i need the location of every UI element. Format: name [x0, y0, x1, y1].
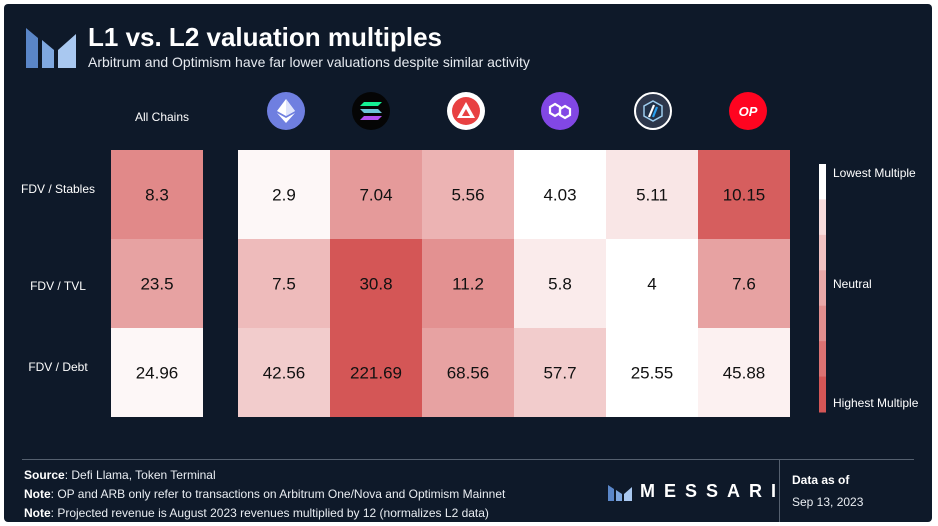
chain-1-r1-cell — [330, 239, 422, 328]
chain-2-r1-value: 11.2 — [452, 275, 484, 294]
all-chains-r0-cell — [111, 150, 203, 239]
legend-label-bottom: Highest Multiple — [833, 396, 919, 410]
chain-5-r0-value: 10.15 — [723, 186, 766, 205]
optimism-icon: OP — [729, 92, 767, 130]
source-text: : Defi Llama, Token Terminal — [64, 468, 216, 482]
messari-brand-icon — [608, 484, 632, 501]
chain-1-r2-cell — [330, 328, 422, 417]
chain-0-r0-value: 2.9 — [272, 186, 296, 205]
chain-3-r0-value: 4.03 — [543, 186, 576, 205]
chain-0-r1-value: 7.5 — [272, 275, 296, 294]
source-label: Source — [24, 468, 65, 482]
all-chains-r2-value: 24.96 — [136, 364, 179, 383]
legend-label-top: Lowest Multiple — [833, 166, 916, 180]
heatmap: 8.3 2.9 7.04 5.56 4.03 5.11 10.15 23.5 7.5 30.8 11… — [111, 150, 826, 417]
chain-5-r2-cell — [698, 328, 790, 417]
chain-4-r0-cell — [606, 150, 698, 239]
chain-0-r1-cell — [238, 239, 330, 328]
chain-3-r2-value: 57.7 — [543, 364, 576, 383]
polygon-icon — [541, 92, 579, 130]
legend-label-middle: Neutral — [833, 277, 872, 291]
chain-1-r2-value: 221.69 — [350, 364, 402, 383]
all-chains-header: All Chains — [134, 110, 190, 124]
source-note: Source: Defi Llama, Token Terminal — [24, 468, 216, 482]
chain-4-r2-cell — [606, 328, 698, 417]
arbitrum-icon — [634, 92, 672, 130]
chain-4-r1-cell — [606, 239, 698, 328]
note-one-text: : OP and ARB only refer to transactions … — [50, 487, 506, 501]
solana-icon — [352, 92, 390, 130]
chain-4-r1-value: 4 — [647, 275, 656, 294]
legend-swatch — [819, 164, 826, 200]
note-one: Note: OP and ARB only refer to transacti… — [24, 487, 505, 501]
chart-frame: L1 vs. L2 valuation multiples Arbitrum a… — [4, 4, 932, 522]
chart-subtitle: Arbitrum and Optimism have far lower val… — [88, 54, 530, 70]
chain-3-r0-cell — [514, 150, 606, 239]
chain-3-r1-cell — [514, 239, 606, 328]
avalanche-icon — [447, 92, 485, 130]
legend-swatch — [819, 341, 826, 378]
legend-swatch — [819, 305, 826, 342]
brand-name: MESSARI — [640, 481, 786, 501]
all-chains-r1-cell — [111, 239, 203, 328]
chain-1-r1-value: 30.8 — [359, 275, 392, 294]
chart-title: L1 vs. L2 valuation multiples — [88, 22, 442, 52]
note-one-label: Note — [24, 487, 51, 501]
chain-3-r1-value: 5.8 — [548, 275, 572, 294]
chain-1-r0-cell — [330, 150, 422, 239]
chain-5-r1-value: 7.6 — [732, 275, 756, 294]
legend-swatch — [819, 376, 826, 413]
row-label-fdv-debt: FDV / Debt — [28, 360, 88, 374]
note-two-label: Note — [24, 506, 51, 520]
all-chains-r2-cell — [111, 328, 203, 417]
legend-swatch — [819, 234, 826, 271]
chain-0-r2-value: 42.56 — [263, 364, 306, 383]
optimism-icon-text: OP — [738, 103, 758, 119]
all-chains-r0-value: 8.3 — [145, 186, 169, 205]
messari-logo-icon — [26, 28, 76, 68]
chain-3-r2-cell — [514, 328, 606, 417]
ethereum-icon — [267, 92, 305, 130]
chain-1-r0-value: 7.04 — [359, 186, 392, 205]
chain-2-r2-cell — [422, 328, 514, 417]
footer: Source: Defi Llama, Token Terminal Note:… — [4, 459, 932, 522]
note-two-text: : Projected revenue is August 2023 reven… — [50, 506, 489, 520]
chain-5-r2-value: 45.88 — [723, 364, 766, 383]
chain-2-r2-value: 68.56 — [447, 364, 490, 383]
legend-swatch — [819, 199, 826, 236]
data-as-of-date: Sep 13, 2023 — [792, 495, 864, 509]
chain-5-r0-cell — [698, 150, 790, 239]
chain-2-r0-value: 5.56 — [451, 186, 484, 205]
chain-0-r0-cell — [238, 150, 330, 239]
chain-2-r0-cell — [422, 150, 514, 239]
data-as-of-label: Data as of — [792, 473, 850, 487]
footer-vertical-divider — [779, 459, 780, 522]
row-label-fdv-tvl: FDV / TVL — [30, 279, 86, 293]
chain-4-r2-value: 25.55 — [631, 364, 674, 383]
chain-4-r0-value: 5.11 — [636, 186, 668, 205]
legend-swatch — [819, 270, 826, 307]
all-chains-r1-value: 23.5 — [140, 275, 173, 294]
note-two: Note: Projected revenue is August 2023 r… — [24, 506, 489, 520]
row-label-fdv-stables: FDV / Stables — [20, 182, 96, 196]
chain-0-r2-cell — [238, 328, 330, 417]
messari-brand: MESSARI — [608, 481, 785, 502]
footer-divider — [22, 459, 914, 460]
chain-2-r1-cell — [422, 239, 514, 328]
chain-5-r1-cell — [698, 239, 790, 328]
